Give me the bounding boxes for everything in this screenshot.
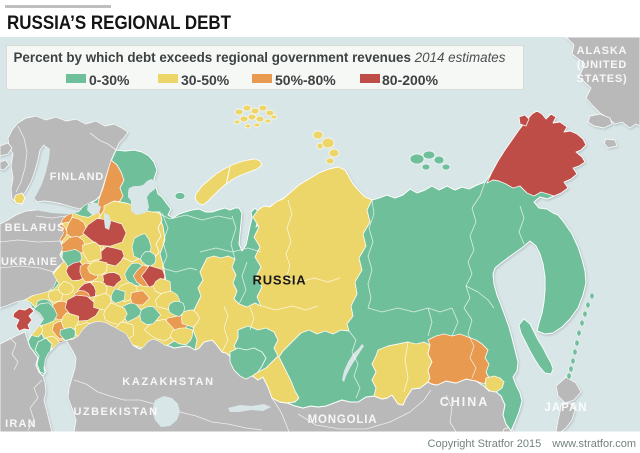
svg-text:STATES): STATES) — [576, 73, 627, 85]
svg-text:UZBEKISTAN: UZBEKISTAN — [73, 406, 158, 418]
svg-text:CHINA: CHINA — [440, 395, 490, 409]
svg-text:IRAN: IRAN — [5, 418, 37, 430]
svg-text:BELARUS: BELARUS — [5, 222, 66, 234]
svg-text:MONGOLIA: MONGOLIA — [308, 414, 378, 426]
svg-text:RUSSIA: RUSSIA — [253, 273, 307, 288]
svg-text:(UNITED: (UNITED — [577, 59, 627, 71]
svg-text:ALASKA: ALASKA — [577, 45, 628, 57]
svg-text:UKRAINE: UKRAINE — [1, 256, 58, 268]
svg-text:JAPAN: JAPAN — [544, 402, 587, 414]
svg-text:KAZAKHSTAN: KAZAKHSTAN — [122, 376, 215, 388]
svg-text:FINLAND: FINLAND — [50, 171, 105, 183]
